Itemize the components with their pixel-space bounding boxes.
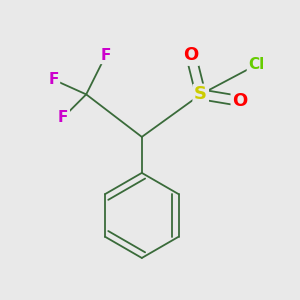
Text: O: O (232, 92, 248, 110)
Text: F: F (100, 48, 111, 63)
Text: F: F (58, 110, 68, 125)
Text: F: F (48, 72, 59, 87)
Text: Cl: Cl (248, 57, 265, 72)
Text: S: S (194, 85, 207, 103)
Text: O: O (183, 46, 199, 64)
